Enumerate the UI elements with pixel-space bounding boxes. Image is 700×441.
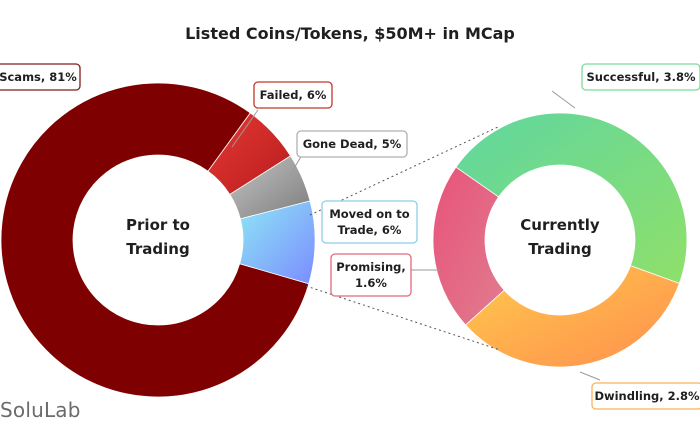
leader-line-successful — [551, 90, 576, 109]
slice-moved-on-to-trade — [239, 200, 316, 285]
callout-moved-on-to-trade: Moved on to Trade, 6% — [321, 200, 418, 244]
center-label-currently-trading: Currently Trading — [520, 216, 600, 258]
svg-text:Failed, 6%: Failed, 6% — [260, 88, 327, 102]
slice-successful — [455, 112, 688, 284]
chart-title: Listed Coins/Tokens, $50M+ in MCap — [185, 24, 515, 43]
callout-promising: Promising, 1.6% — [330, 253, 412, 297]
callout-scams: Scams, 81% — [0, 63, 81, 91]
callout-dwindling: Dwindling, 2.8% — [591, 382, 700, 410]
callout-successful: Successful, 3.8% — [581, 63, 700, 91]
leader-line-dwindling — [579, 371, 601, 381]
callout-failed: Failed, 6% — [253, 81, 333, 109]
connector-line-bottom — [305, 285, 501, 351]
center-label-prior-to-trading: Prior to Trading — [126, 216, 190, 258]
svg-text:Gone Dead, 5%: Gone Dead, 5% — [303, 137, 402, 151]
slice-scams — [0, 82, 310, 398]
svg-text:Promising,1.6%: Promising, 1.6% — [336, 260, 406, 290]
callout-gone-dead: Gone Dead, 5% — [296, 130, 408, 158]
leader-line-failed — [231, 109, 259, 148]
slice-promising — [432, 166, 505, 326]
svg-text:Dwindling, 2.8%: Dwindling, 2.8% — [594, 389, 700, 403]
svg-text:Successful, 3.8%: Successful, 3.8% — [587, 70, 696, 84]
brand-logo-text: SoluLab — [0, 398, 81, 422]
svg-text:Scams, 81%: Scams, 81% — [0, 70, 77, 84]
slice-dwindling — [465, 265, 680, 368]
